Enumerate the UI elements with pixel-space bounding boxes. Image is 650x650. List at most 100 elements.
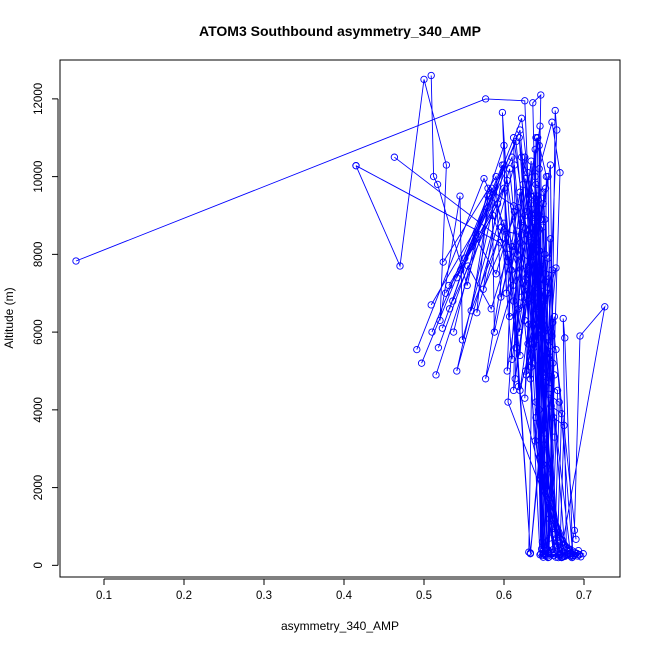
data-point: [428, 328, 436, 336]
data-point: [473, 309, 481, 317]
data-point: [512, 137, 520, 146]
y-tick-label: 4000: [33, 397, 45, 423]
data-point: [526, 550, 535, 558]
data-point: [396, 262, 404, 270]
data-point: [509, 202, 518, 210]
data-point: [505, 258, 513, 266]
data-point: [514, 305, 523, 313]
data-point: [525, 548, 533, 556]
data-point: [527, 258, 535, 266]
data-point: [531, 145, 539, 154]
data-point: [442, 161, 451, 169]
data-point: [575, 550, 583, 559]
data-point: [540, 371, 548, 379]
data-point: [532, 180, 540, 189]
data-point: [515, 328, 523, 336]
data-point: [441, 289, 450, 297]
data-point: [461, 254, 469, 262]
data-point: [500, 227, 508, 235]
data-point: [541, 277, 550, 286]
data-point: [601, 303, 609, 311]
data-point: [538, 301, 547, 309]
data-point: [492, 270, 500, 278]
data-point: [532, 235, 540, 243]
data-point: [573, 552, 582, 560]
data-point: [530, 211, 539, 220]
data-point: [536, 551, 544, 559]
data-point: [524, 231, 532, 239]
data-point: [535, 141, 543, 150]
data-point: [449, 328, 458, 336]
data-point: [436, 316, 444, 325]
data-point: [527, 196, 535, 204]
data-point: [540, 297, 548, 305]
data-point: [529, 344, 538, 352]
data-point: [493, 200, 502, 208]
data-point: [481, 375, 490, 383]
data-point: [544, 495, 552, 503]
data-point: [508, 242, 516, 251]
data-point: [536, 328, 544, 336]
data-point: [514, 204, 523, 212]
data-point: [541, 215, 549, 224]
data-point: [545, 347, 554, 356]
data-point: [511, 375, 519, 383]
data-point: [549, 359, 557, 367]
y-axis: 0 2000 4000 6000 8000 10000 12000: [33, 83, 59, 569]
data-point: [528, 250, 536, 259]
data-point: [508, 355, 516, 363]
data-point: [529, 99, 537, 107]
data-point: [497, 293, 505, 301]
data-point: [576, 332, 584, 340]
data-point: [434, 344, 443, 352]
data-point: [463, 281, 471, 290]
series-line-17: [452, 186, 569, 555]
data-point: [549, 413, 558, 422]
data-point: [489, 211, 497, 220]
data-point: [547, 402, 555, 410]
data-point: [417, 359, 426, 367]
data-point: [500, 141, 508, 150]
data-point: [539, 460, 547, 468]
data-point: [503, 176, 511, 185]
data-point: [504, 398, 512, 406]
data-point: [541, 270, 550, 278]
data-point: [438, 324, 447, 332]
data-point: [509, 134, 518, 142]
data-point: [500, 161, 508, 169]
data-point: [513, 227, 521, 235]
x-tick-label: 0.1: [96, 590, 112, 602]
data-point: [439, 258, 447, 266]
data-point: [533, 320, 541, 328]
data-point: [545, 553, 553, 561]
data-point: [413, 345, 421, 354]
data-point: [464, 262, 472, 270]
data-point: [507, 266, 515, 274]
data-point: [529, 192, 538, 200]
data-point: [553, 542, 562, 550]
data-point: [543, 289, 551, 297]
data-point: [521, 367, 530, 375]
data-point: [517, 293, 526, 301]
data-point: [545, 390, 553, 398]
data-point: [390, 153, 399, 161]
data-point: [510, 207, 519, 216]
data-point: [521, 281, 530, 290]
data-point: [570, 526, 579, 535]
data-point: [529, 258, 538, 266]
data-point: [552, 264, 560, 272]
data-point: [500, 219, 508, 227]
data-point: [538, 223, 547, 231]
data-point: [539, 200, 547, 208]
data-point: [549, 318, 557, 327]
y-tick-label: 2000: [33, 475, 45, 501]
data-point: [560, 421, 568, 430]
data-point: [537, 91, 545, 99]
data-point: [509, 281, 517, 290]
y-tick-label: 6000: [33, 319, 45, 345]
x-tick-label: 0.5: [416, 590, 432, 602]
data-point: [479, 285, 487, 293]
data-point: [510, 161, 519, 169]
series-line-14: [431, 195, 555, 553]
